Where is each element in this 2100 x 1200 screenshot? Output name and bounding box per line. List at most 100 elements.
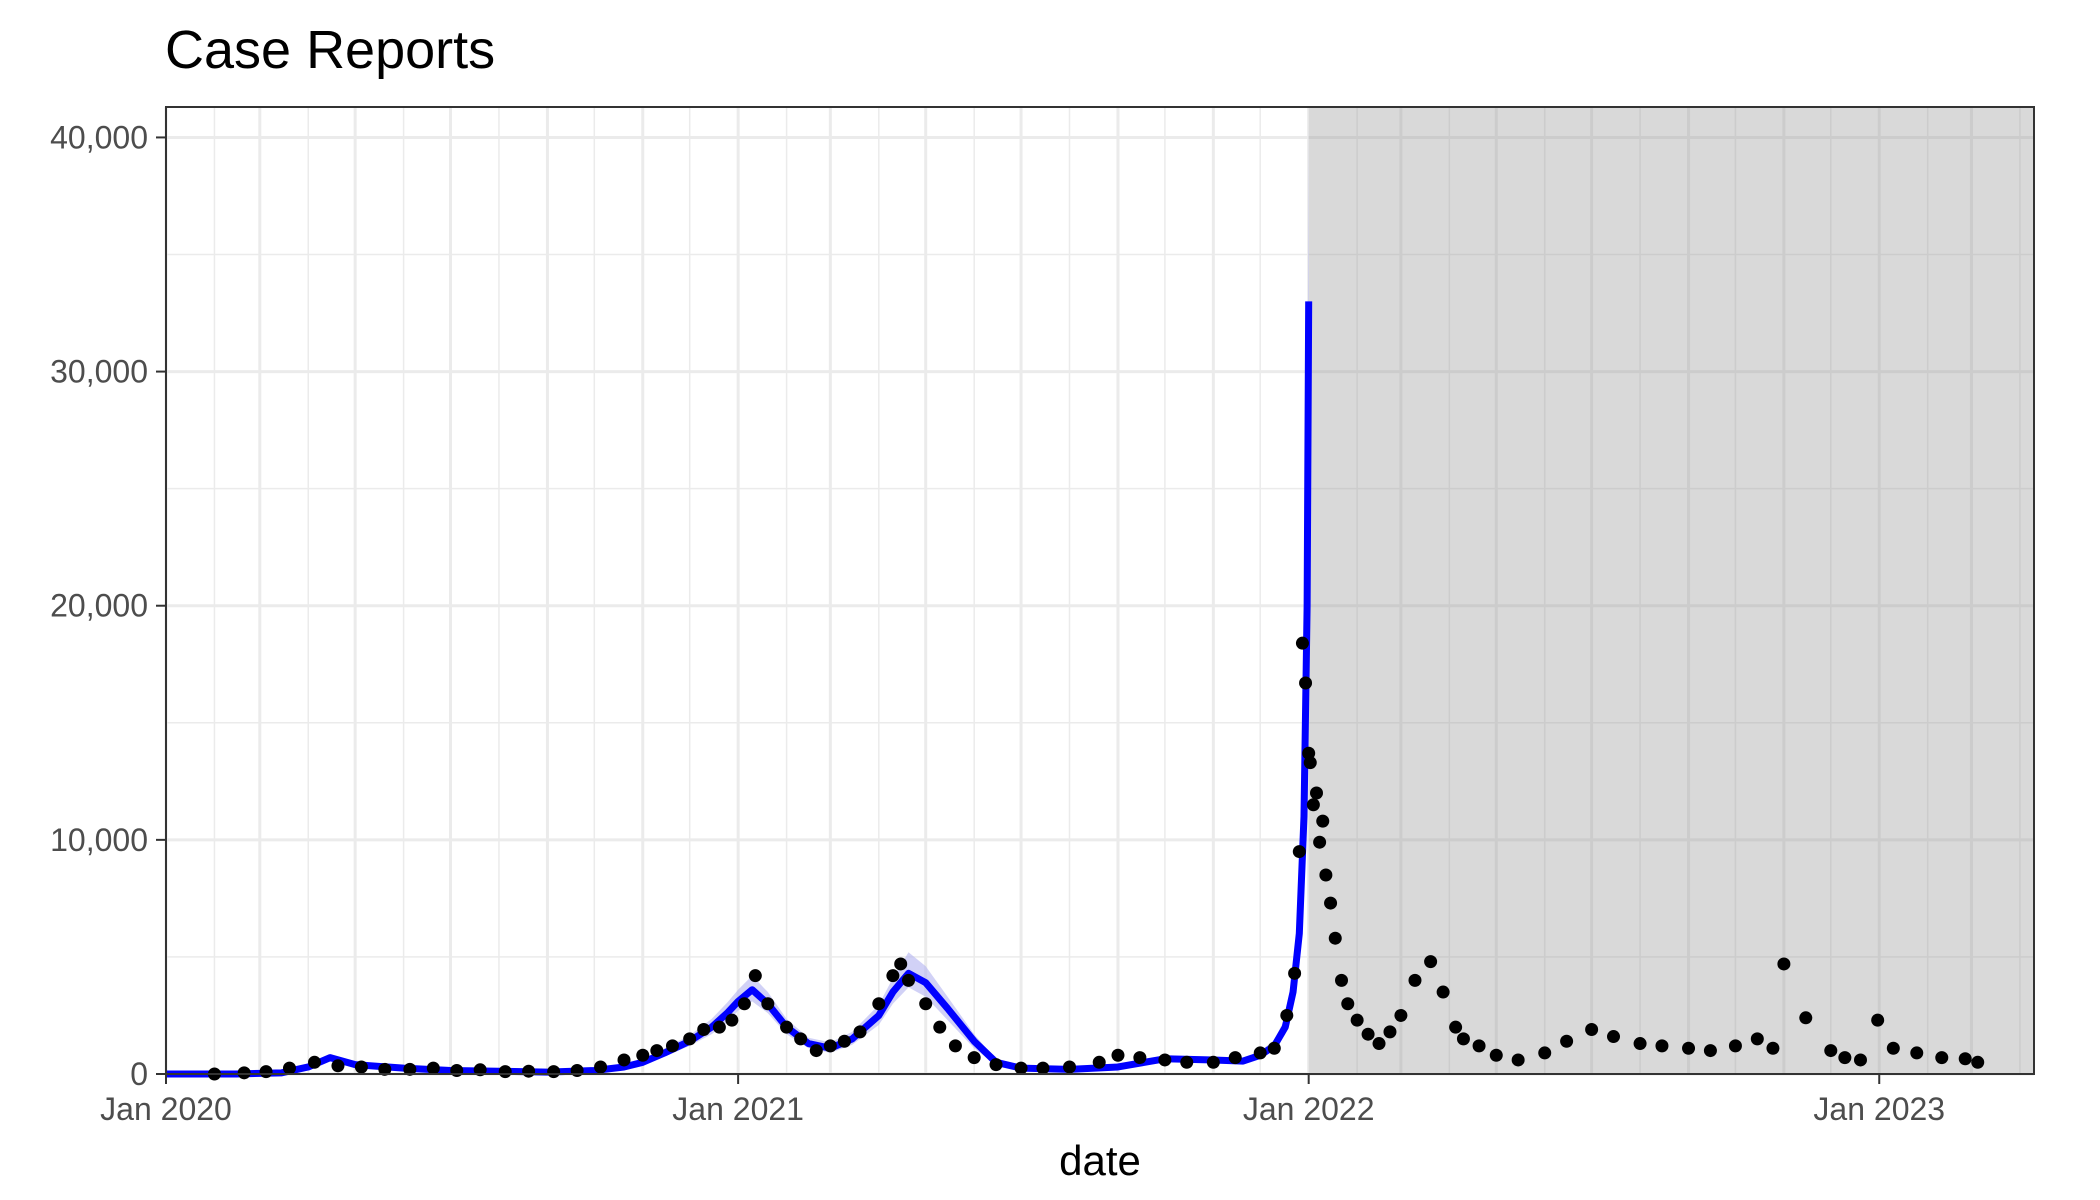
x-axis-title: date	[1059, 1137, 1141, 1184]
data-point	[794, 1032, 808, 1046]
y-tick-label: 20,000	[50, 588, 148, 624]
data-point	[1886, 1041, 1900, 1055]
y-tick-label: 40,000	[50, 119, 148, 155]
data-point	[1560, 1034, 1574, 1048]
data-point	[948, 1039, 962, 1053]
data-point	[872, 997, 886, 1011]
data-point	[1158, 1053, 1172, 1067]
data-point	[967, 1051, 981, 1065]
data-point	[1288, 966, 1302, 980]
data-point	[1180, 1055, 1194, 1069]
data-point	[594, 1060, 608, 1074]
data-point	[809, 1044, 823, 1058]
data-point	[378, 1062, 392, 1076]
data-point	[1394, 1008, 1408, 1022]
data-point	[1750, 1032, 1764, 1046]
data-point	[354, 1060, 368, 1074]
x-tick-label: Jan 2020	[100, 1091, 232, 1127]
data-point	[1324, 896, 1338, 910]
data-point	[1319, 868, 1333, 882]
data-point	[308, 1055, 322, 1069]
data-point	[823, 1039, 837, 1053]
data-point	[837, 1034, 851, 1048]
data-point	[1036, 1061, 1050, 1075]
data-point	[1871, 1013, 1885, 1027]
data-point	[617, 1053, 631, 1067]
data-point	[237, 1066, 251, 1080]
data-point	[1777, 957, 1791, 971]
data-point	[780, 1020, 794, 1034]
data-point	[1958, 1052, 1972, 1066]
data-point	[683, 1032, 697, 1046]
data-point	[1361, 1027, 1375, 1041]
data-point	[989, 1058, 1003, 1072]
data-point	[1799, 1011, 1813, 1025]
data-point	[1766, 1041, 1780, 1055]
data-point	[1206, 1055, 1220, 1069]
data-point	[697, 1023, 711, 1037]
x-tick-label: Jan 2023	[1813, 1091, 1945, 1127]
data-point	[636, 1048, 650, 1062]
data-point	[919, 997, 933, 1011]
data-point	[1824, 1044, 1838, 1058]
data-point	[1511, 1053, 1525, 1067]
data-point	[725, 1013, 739, 1027]
data-point	[933, 1020, 947, 1034]
data-point	[1267, 1041, 1281, 1055]
data-point	[650, 1044, 664, 1058]
data-point	[1303, 756, 1317, 770]
data-point	[1436, 985, 1450, 999]
data-point	[1350, 1013, 1364, 1027]
y-axis: 0 10,000 20,000 30,000 40,000	[50, 119, 166, 1092]
data-point	[1310, 786, 1324, 800]
data-point	[1585, 1023, 1599, 1037]
data-point	[1292, 845, 1306, 859]
data-point	[886, 969, 900, 983]
data-point	[1133, 1051, 1147, 1065]
forecast-region	[1308, 107, 2034, 1074]
x-tick-label: Jan 2021	[672, 1091, 804, 1127]
data-point	[282, 1061, 296, 1075]
data-point	[1682, 1041, 1696, 1055]
data-point	[1328, 931, 1342, 945]
data-point	[1063, 1060, 1077, 1074]
data-point	[748, 969, 762, 983]
data-point	[737, 997, 751, 1011]
data-point	[1489, 1048, 1503, 1062]
data-point	[570, 1063, 584, 1077]
y-tick-label: 10,000	[50, 822, 148, 858]
data-point	[522, 1064, 536, 1078]
data-point	[853, 1025, 867, 1039]
forecast-region-grid	[1308, 107, 2034, 1074]
data-point	[1341, 997, 1355, 1011]
data-point	[665, 1039, 679, 1053]
data-point	[1971, 1055, 1985, 1069]
data-point	[1295, 636, 1309, 650]
data-point	[1111, 1048, 1125, 1062]
data-point	[1607, 1030, 1621, 1044]
data-point	[1372, 1037, 1386, 1051]
data-point	[1633, 1037, 1647, 1051]
data-point	[1935, 1051, 1949, 1065]
data-point	[1228, 1051, 1242, 1065]
data-point	[1014, 1061, 1028, 1075]
data-point	[761, 997, 775, 1011]
data-point	[426, 1061, 440, 1075]
data-point	[894, 957, 908, 971]
data-point	[1280, 1008, 1294, 1022]
data-point	[1910, 1046, 1924, 1060]
data-point	[1728, 1039, 1742, 1053]
observed-points	[207, 636, 1985, 1081]
data-point	[712, 1020, 726, 1034]
data-point	[1655, 1039, 1669, 1053]
data-point	[1383, 1025, 1397, 1039]
data-point	[902, 973, 916, 987]
data-point	[1306, 798, 1320, 812]
data-point	[1408, 973, 1422, 987]
data-point	[498, 1065, 512, 1079]
data-point	[1253, 1046, 1267, 1060]
x-axis: Jan 2020 Jan 2021 Jan 2022 Jan 2023	[100, 1074, 1945, 1127]
data-point	[1472, 1039, 1486, 1053]
